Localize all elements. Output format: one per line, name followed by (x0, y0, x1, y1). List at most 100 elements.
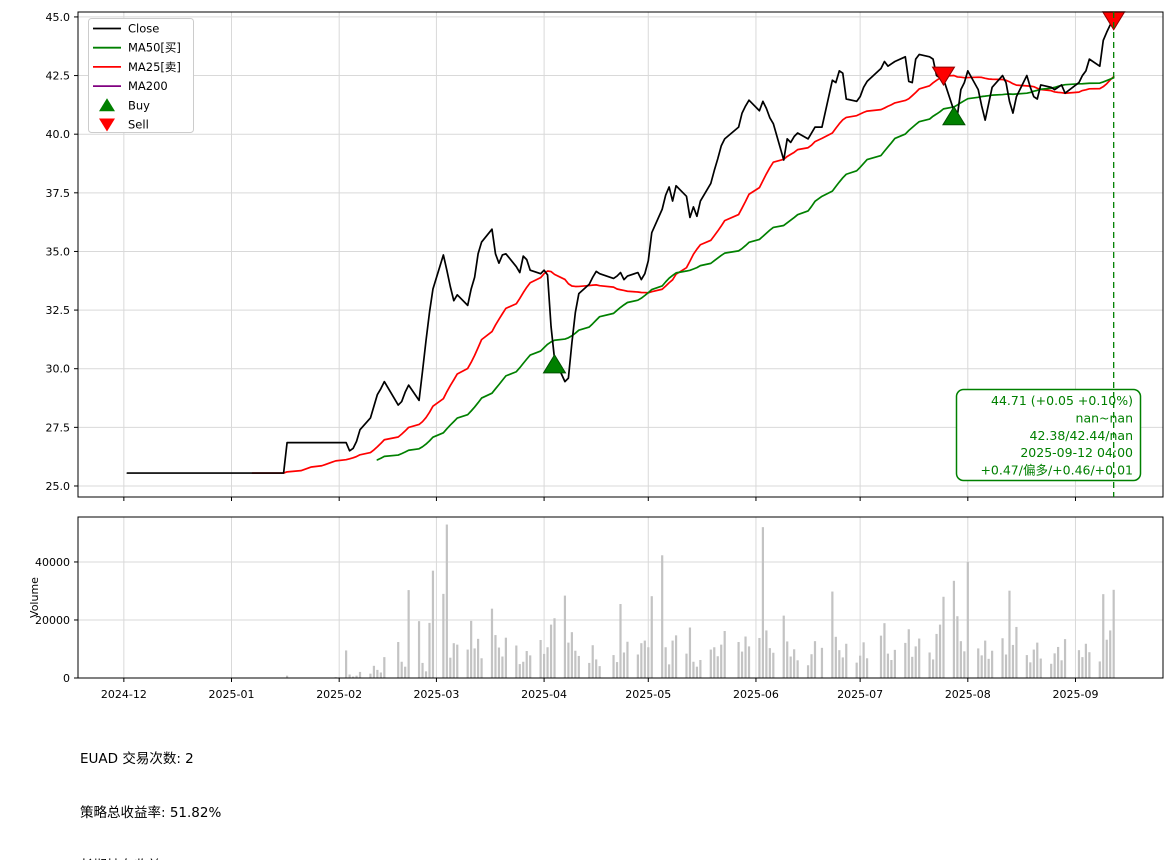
volume-bar (768, 648, 771, 678)
volume-bar (456, 644, 459, 678)
volume-bar (577, 655, 580, 678)
volume-bar (938, 624, 942, 678)
buy-marker (542, 353, 567, 374)
volume-bar (539, 640, 542, 678)
volume-bar (1015, 626, 1018, 678)
volume-bar (716, 656, 719, 678)
quote-annotation: 44.71 (+0.05 +0.10%) nan~nan 42.38/42.44/n… (955, 388, 1142, 482)
price-ytick-label: 45.0 (46, 11, 71, 24)
legend-label: Sell (128, 118, 149, 132)
volume-bar (369, 673, 372, 678)
volume-bar (758, 637, 761, 678)
volume-bar (372, 665, 376, 678)
volume-bar (397, 642, 400, 678)
volume-bar (1077, 650, 1081, 678)
volume-bar (497, 647, 501, 678)
volume-bar (935, 633, 938, 678)
volume-bar (358, 671, 362, 678)
volume-bar (1032, 649, 1035, 678)
volume-bar (501, 656, 504, 678)
volume-bar (859, 655, 862, 678)
volume-bar (671, 640, 674, 678)
annotation-box (955, 388, 1142, 482)
volume-bar (574, 650, 577, 678)
volume-bar (355, 675, 358, 678)
volume-bar (515, 645, 518, 678)
volume-bar (466, 649, 469, 678)
volume-bar (796, 660, 799, 678)
price-ytick-label: 42.5 (46, 70, 71, 83)
volume-bar (588, 662, 591, 678)
axes (74, 11, 1164, 682)
volume-bar (845, 643, 848, 678)
volume-bar (959, 641, 962, 678)
volume-bar (813, 641, 817, 678)
volume-bar (404, 666, 407, 678)
volume-bar (744, 636, 747, 678)
volume-bar (918, 638, 921, 678)
volume-bar (841, 657, 844, 678)
volume-bar (952, 580, 956, 678)
price-ytick-label: 32.5 (46, 304, 71, 317)
volume-bar (477, 638, 480, 678)
volume-bar (640, 643, 643, 678)
volume-bar (893, 649, 896, 678)
volume-bar (452, 643, 455, 678)
ma25-line (251, 74, 1115, 474)
volume-bar (886, 653, 890, 678)
price-ytick-label: 35.0 (46, 245, 71, 258)
legend-label: MA25[卖] (128, 60, 181, 74)
xtick-label: 2025-08 (945, 688, 991, 701)
volume-bar (626, 641, 629, 678)
annotation-line: 42.38/42.44/nan (1030, 428, 1134, 443)
volume-bar (668, 664, 671, 678)
volume-bar (636, 654, 639, 678)
volume-bar (931, 659, 935, 678)
stats-hold-return: 长期持有收益: 46.98% (80, 858, 526, 860)
volume-bar (421, 662, 424, 678)
volume-bar (470, 620, 473, 678)
stats-trade-count: EUAD 交易次数: 2 (80, 751, 194, 768)
volume-bar (737, 642, 740, 678)
volume-bar (345, 650, 348, 678)
volume-bar (417, 621, 421, 678)
volume-bar (720, 644, 723, 678)
volume-bar (407, 590, 410, 678)
volume-bar (765, 630, 768, 678)
xtick-label: 2025-04 (521, 688, 567, 701)
volume-bar (650, 596, 653, 678)
volume-bar (963, 651, 966, 678)
volume-bar (782, 615, 785, 678)
volume-bar (1029, 662, 1032, 678)
price-ytick-label: 25.0 (46, 480, 71, 493)
volume-bar (428, 622, 431, 678)
volume-bar (907, 629, 910, 678)
volume-bar (1053, 653, 1056, 678)
xtick-label: 2025-06 (733, 688, 779, 701)
volume-bar (786, 641, 789, 678)
gridlines (78, 12, 1163, 678)
volume-bar (723, 631, 726, 678)
volume-ytick-label: 40000 (35, 556, 70, 569)
volume-bar (449, 657, 452, 678)
volume-bar (1008, 590, 1011, 678)
volume-bar (772, 652, 775, 678)
price-panel-border (77, 11, 1164, 498)
volume-bar (1039, 658, 1042, 678)
volume-bar (595, 659, 598, 678)
volume-bar (820, 647, 824, 678)
legend: Close MA50[买] MA25[卖] MA200 Buy Sell (88, 18, 194, 133)
volume-bar (518, 664, 521, 678)
legend-label: MA50[买] (128, 41, 181, 55)
xtick-label: 2025-09 (1052, 688, 1098, 701)
xtick-label: 2025-03 (413, 688, 459, 701)
volume-bar (494, 635, 497, 678)
volume-bar (695, 666, 699, 678)
volume-bar (984, 640, 987, 678)
annotation-line: +0.47/偏多/+0.46/+0.01 (980, 463, 1133, 478)
trade-markers (542, 11, 1126, 374)
volume-bar (977, 648, 980, 678)
volume-bar (522, 661, 525, 678)
legend-buy-triangle-icon (99, 98, 115, 112)
